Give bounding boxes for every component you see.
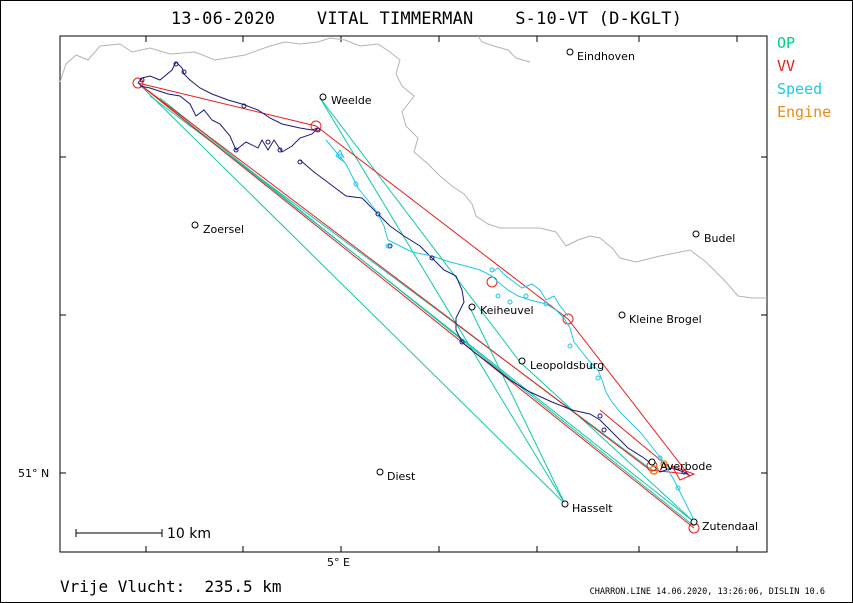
vv-legs <box>137 82 695 529</box>
longitude-label: 5° E <box>327 556 350 569</box>
town-label-zutendaal: Zutendaal <box>702 520 758 533</box>
town-label-budel: Budel <box>704 232 735 245</box>
town-label-zoersel: Zoersel <box>203 223 244 236</box>
scale-bar <box>75 529 163 537</box>
town-label-averbode: Averbode <box>660 460 712 473</box>
map-border <box>59 35 768 553</box>
legend-engine: Engine <box>777 103 832 121</box>
finish-triangle <box>670 465 696 481</box>
town-label-weelde: Weelde <box>331 94 372 107</box>
town-label-hasselt: Hasselt <box>572 502 613 515</box>
flight-track-speed <box>325 139 695 525</box>
track-markers <box>139 61 687 475</box>
flight-title: 13-06-2020 VITAL TIMMERMAN S-10-VT (D-KG… <box>170 9 683 29</box>
latitude-label: 51° N <box>18 467 49 480</box>
town-label-diest: Diest <box>387 470 416 483</box>
op-legs <box>137 82 695 527</box>
speed-markers <box>337 153 681 491</box>
engine-marker <box>649 460 668 475</box>
legend-vv: VV <box>777 57 796 75</box>
scale-bar-label: 10 km <box>167 526 211 542</box>
town-label-keiheuvel: Keiheuvel <box>480 304 534 317</box>
axis-ticks <box>60 36 767 552</box>
town-label-leopoldsburg: Leopoldsburg <box>530 359 604 372</box>
free-flight-distance: Vrije Vlucht: 235.5 km <box>60 577 282 596</box>
border-line-north <box>477 35 531 63</box>
footer-info: CHARRON.LINE 14.06.2020, 13:26:06, DISLI… <box>589 587 825 597</box>
legend-speed: Speed <box>777 80 823 98</box>
border-line <box>59 37 767 299</box>
town-label-eindhoven: Eindhoven <box>577 50 635 63</box>
flight-track <box>137 61 691 477</box>
town-label-kleine-brogel: Kleine Brogel <box>629 313 702 326</box>
legend-op: OP <box>777 34 796 52</box>
town-markers <box>191 48 700 526</box>
